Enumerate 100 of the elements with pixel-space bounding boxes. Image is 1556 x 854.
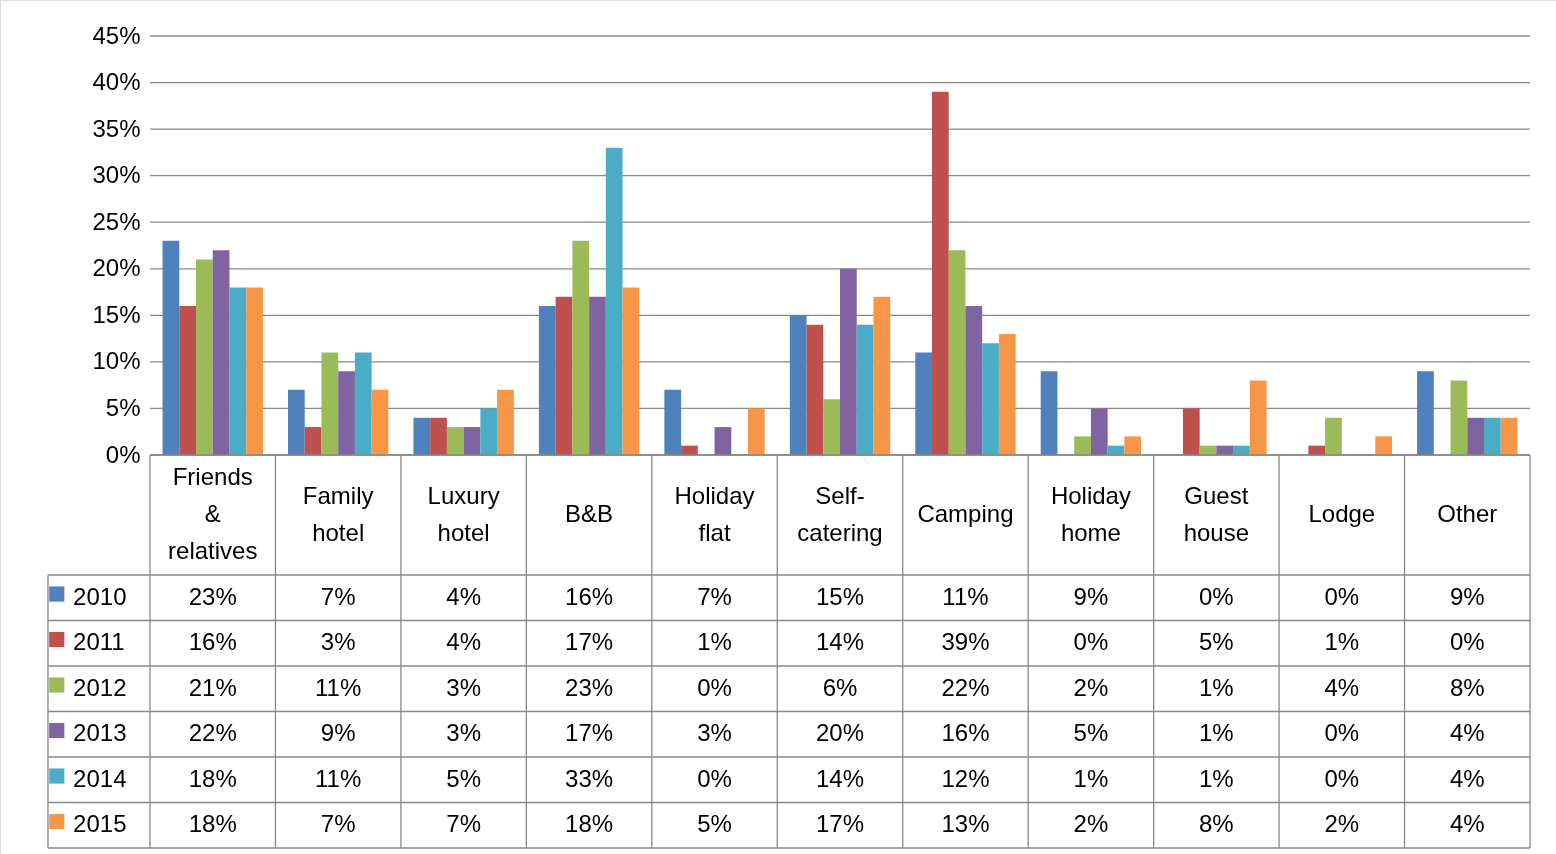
data-label: 23% [565,673,614,701]
data-label: 1% [697,628,732,656]
y-tick-label: 20% [92,254,141,282]
data-label: 1% [1324,628,1360,656]
bar [714,427,732,455]
bar [430,417,447,455]
data-label: 1% [1199,764,1234,792]
data-label: 17% [565,719,614,747]
data-label: 1% [1199,673,1234,701]
bar [998,333,1016,455]
bar [748,408,765,455]
data-label: 5% [697,810,732,838]
data-label: 0% [1324,582,1360,610]
data-label: 11% [315,673,362,701]
bar [1325,417,1342,455]
x-tick-label: Holiday home [1050,481,1131,546]
bar [856,324,874,455]
bar [1040,371,1058,455]
bar [589,296,606,455]
x-tick-label: Guest house [1183,481,1250,546]
data-label: 0% [1449,628,1485,656]
y-tick-label: 10% [92,347,141,375]
y-tick-label: 45% [92,21,141,49]
data-label: 14% [815,764,865,792]
bar [354,352,372,455]
bar [371,389,389,455]
bar [1450,380,1468,455]
bar [873,296,891,455]
bar [823,399,840,455]
data-label: 1% [1199,719,1234,747]
bar [338,371,355,455]
bar [1500,417,1518,455]
bar [446,427,464,455]
bar [480,408,498,455]
data-label: 15% [815,582,865,610]
data-label: 0% [1199,582,1234,610]
bar [162,240,180,455]
bar [948,250,966,455]
data-label: 9% [320,719,356,747]
data-label: 16% [941,719,990,747]
y-tick-label: 0% [105,440,141,468]
data-label: 33% [565,764,614,792]
bar [1090,408,1108,455]
data-label: 22% [188,719,237,747]
bar [304,427,322,455]
data-label: 5% [1073,719,1109,747]
legend-label: 2011 [73,628,125,656]
legend-label: 2012 [73,673,127,701]
data-label: 0% [1324,764,1360,792]
x-tick-label: Holiday flat [674,481,755,546]
data-label: 7% [320,582,356,610]
bar [555,296,573,455]
data-label: 16% [188,628,237,656]
data-label: 21% [188,673,237,701]
data-label: 3% [697,719,732,747]
x-tick-label: B&B [565,500,614,527]
data-label: 17% [815,810,865,838]
bar [1417,371,1434,455]
y-tick-label: 40% [92,68,141,96]
bar [196,259,213,455]
bar [915,352,932,455]
data-label: 0% [1073,628,1109,656]
bar [179,306,196,455]
x-tick-label: Luxury hotel [427,481,500,546]
bar [605,147,623,455]
data-label: 5% [1199,628,1234,656]
data-label: 3% [446,673,481,701]
bar [1249,380,1267,455]
data-label: 8% [1199,810,1234,838]
data-label: 18% [565,810,614,838]
data-label: 0% [697,764,732,792]
x-tick-label: Lodge [1308,500,1376,527]
data-label: 7% [697,582,732,610]
bar [932,91,949,455]
x-tick-label: Family hotel [302,481,374,546]
bar [572,240,590,455]
x-tick-label: Other [1437,500,1498,527]
data-label: 1% [1073,764,1109,792]
bar [1467,417,1484,455]
legend-label: 2014 [73,764,127,792]
data-label: 18% [188,764,237,792]
data-label: 23% [188,582,237,610]
data-label: 14% [815,628,865,656]
y-tick-label: 5% [105,393,141,421]
data-label: 8% [1449,673,1485,701]
data-label: 11% [942,582,989,610]
data-label: 4% [1449,764,1485,792]
bar [840,268,857,455]
legend-label: 2010 [73,582,127,610]
x-tick-label: Self-catering [797,481,883,546]
bar [463,427,481,455]
data-label: 2% [1073,810,1109,838]
bar [1124,436,1142,455]
data-label: 3% [446,719,481,747]
bar [1182,408,1200,455]
data-label: 4% [1449,719,1485,747]
legend-label: 2015 [73,810,127,838]
bar [212,250,230,455]
data-label: 9% [1073,582,1109,610]
bar [321,352,339,455]
